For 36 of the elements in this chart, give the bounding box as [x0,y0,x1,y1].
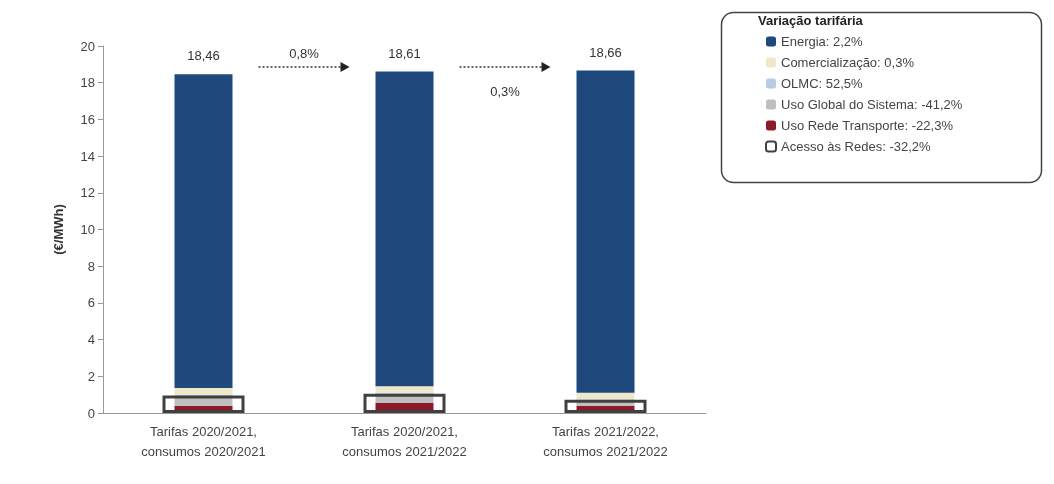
x-tick-label: Tarifas 2020/2021, consumos 2020/2021 [141,423,266,459]
bar [576,392,635,400]
y-tick-label: 14 [80,148,95,164]
bar [174,388,233,395]
legend-label: Comercialização: 0,3% [781,55,915,70]
y-tick-label: 4 [87,332,95,348]
legend-label: Energia: 2,2% [781,34,864,49]
y-tick-label: 2 [87,368,95,384]
y-tick-label: 18 [80,75,95,91]
x-tick-label: Tarifas 2021/2022, consumos 2021/2022 [543,423,668,459]
bar [174,74,233,389]
y-tick-label: 0 [87,405,95,421]
y-axis-title: (€/MWh) [51,204,66,255]
bar [564,399,647,413]
legend-label: Uso Rede Transporte: -22,3% [781,118,954,133]
bar [375,386,434,393]
y-tick-label: 8 [87,258,95,274]
legend-label: OLMC: 52,5% [781,76,864,91]
bar [375,71,434,387]
bar [363,393,446,413]
annotation: 0,8% [289,46,320,62]
y-tick-label: 12 [80,185,95,201]
legend-title: Variação tarifária [758,13,864,28]
y-tick-label: 10 [80,222,95,237]
y-tick-label: 16 [80,111,95,127]
annotation: 0,3% [490,84,521,100]
annotation: 18,61 [388,45,421,61]
y-tick-label: 20 [80,38,95,54]
x-tick-label: Tarifas 2020/2021, consumos 2021/2022 [342,423,467,459]
y-tick-label: 6 [87,295,95,311]
annotation: 18,66 [589,44,622,60]
annotation: 18,46 [187,48,220,64]
legend-label: Acesso às Redes: -32,2% [781,139,932,154]
bar [576,70,635,393]
legend-label: Uso Global do Sistema: -41,2% [781,97,963,112]
bar [162,395,245,413]
